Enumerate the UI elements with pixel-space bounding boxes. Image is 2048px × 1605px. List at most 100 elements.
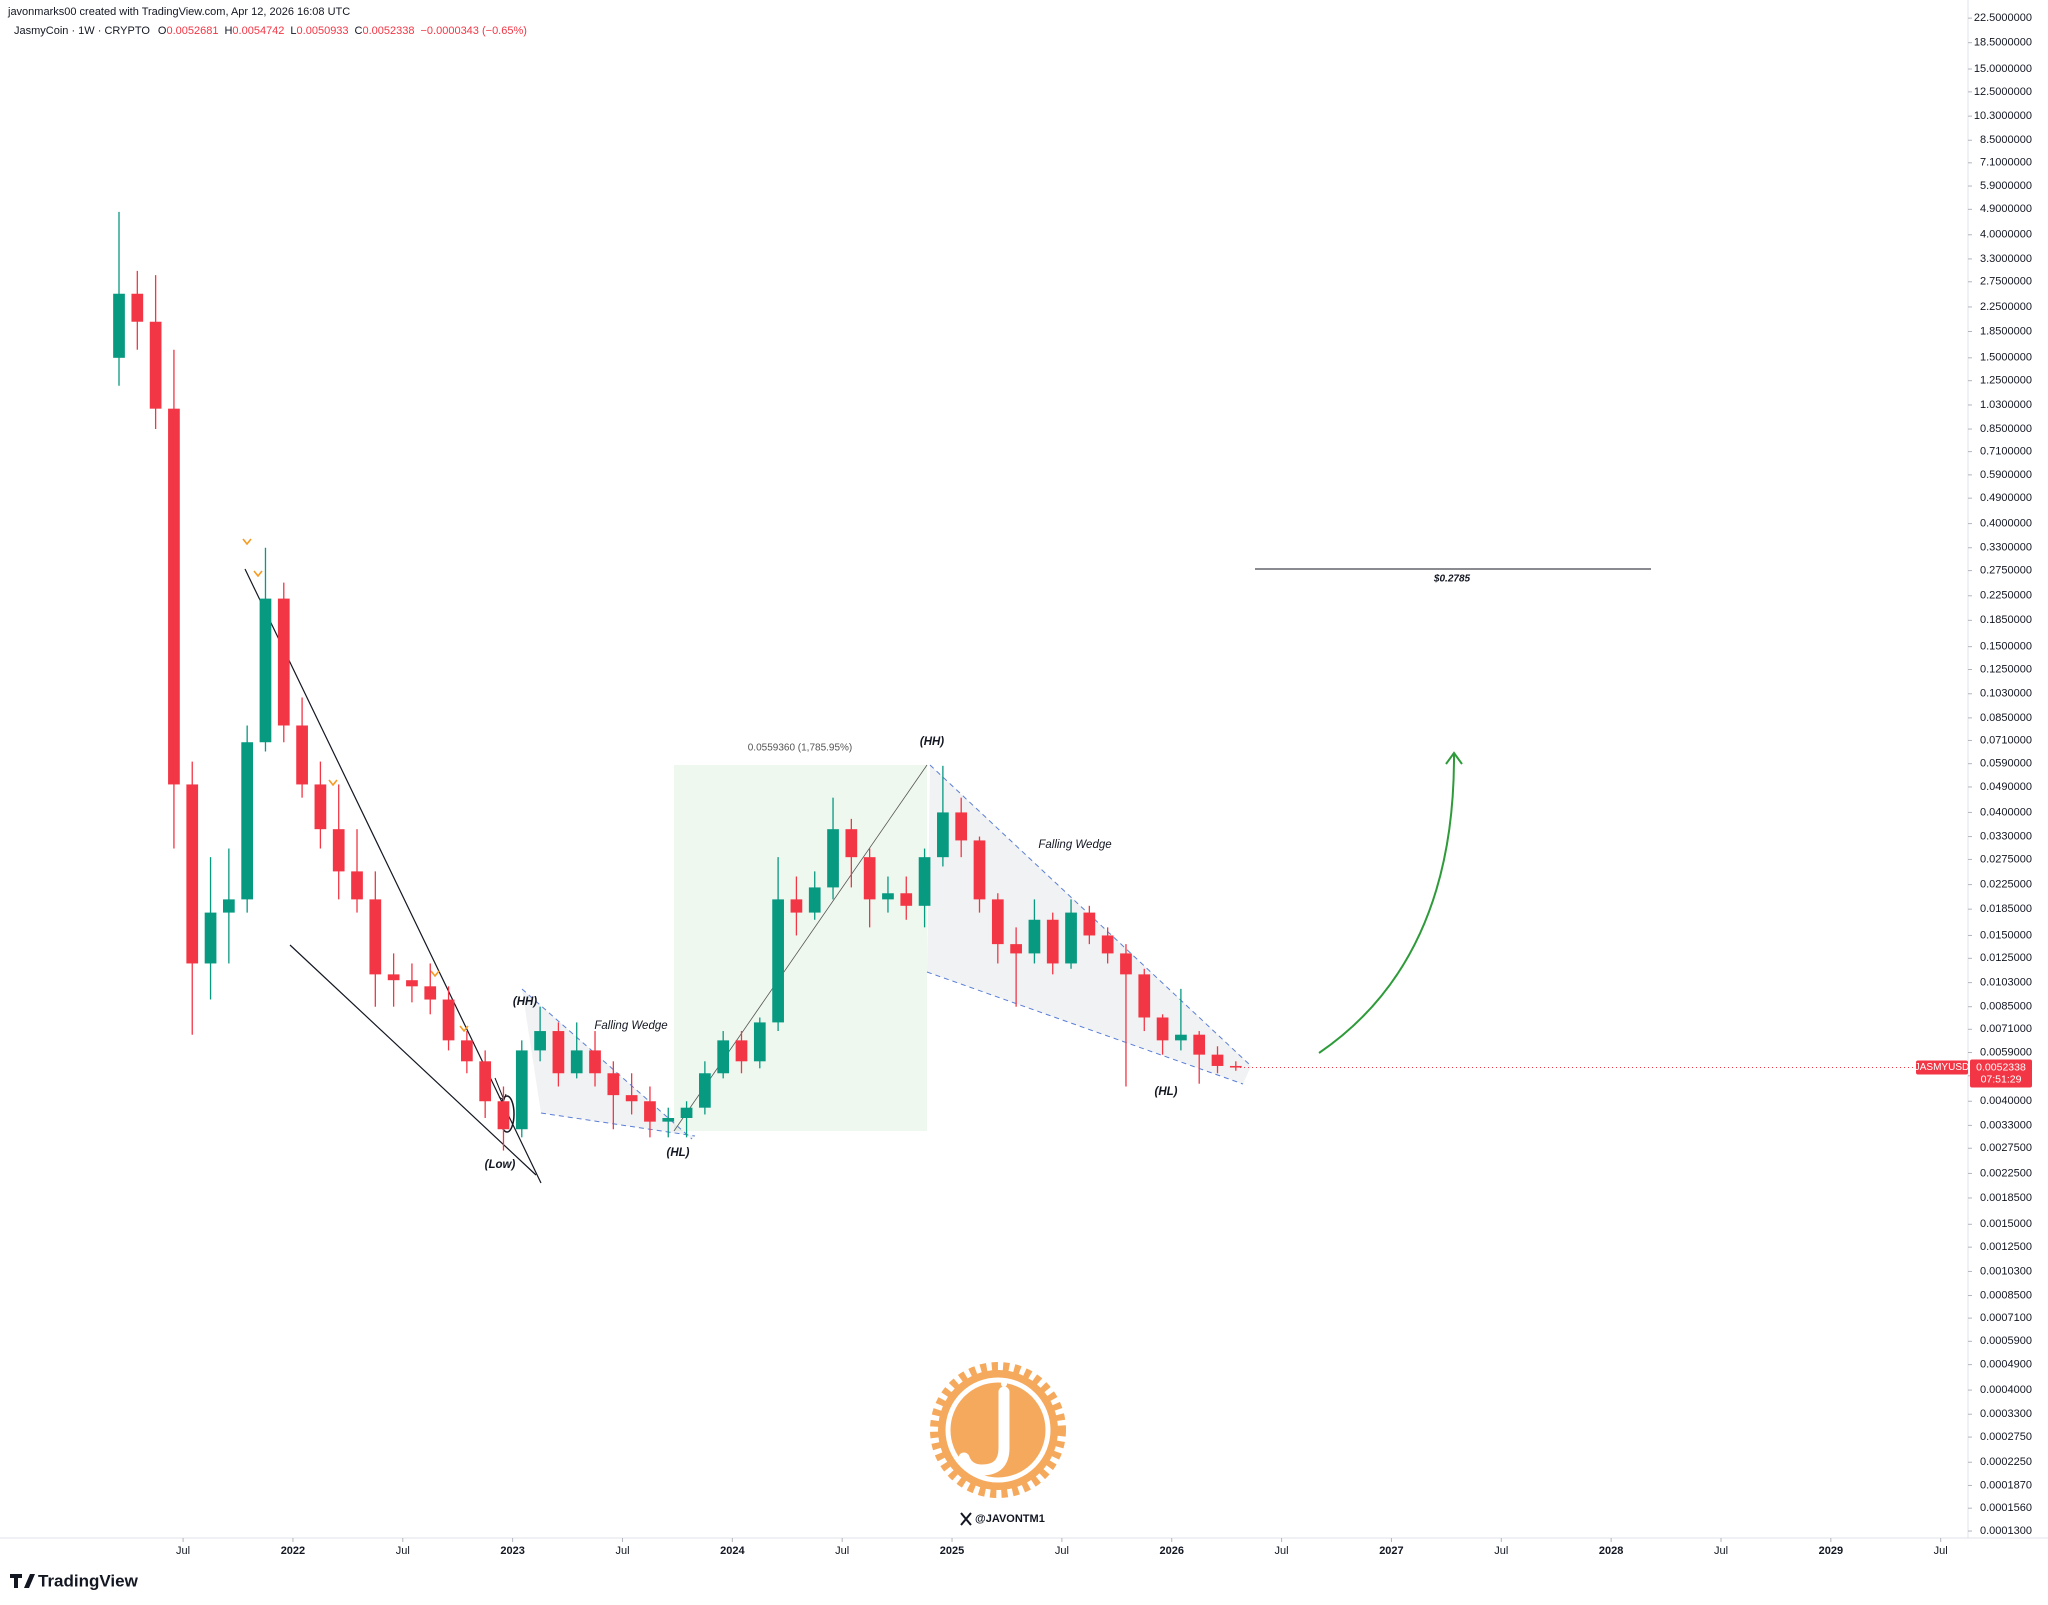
ohlc-key: C xyxy=(355,25,363,37)
x-tick-label: 2023 xyxy=(500,1545,524,1557)
y-tick-label: 0.0490000 xyxy=(1980,781,2032,793)
candle-body xyxy=(1010,944,1022,954)
candle-body xyxy=(937,812,949,858)
annotation: (HL) xyxy=(1155,1086,1178,1098)
countdown: 07:51:29 xyxy=(1981,1073,2022,1085)
measure-line xyxy=(673,764,928,1132)
candle-body xyxy=(387,974,400,981)
candle-body xyxy=(149,321,162,409)
annotation: (HH) xyxy=(920,736,944,748)
candle-body xyxy=(863,857,876,900)
symbol-tag: JASMYUSD xyxy=(1915,1062,1969,1073)
candle-body xyxy=(607,1073,620,1096)
watermark-handle: @JAVONTM1 xyxy=(975,1513,1045,1525)
candle-body xyxy=(497,1101,510,1130)
y-tick-label: 0.0071000 xyxy=(1980,1023,2032,1035)
candle-body xyxy=(1028,919,1041,954)
y-tick-label: 0.0001870 xyxy=(1980,1479,2032,1491)
annotation: (Low) xyxy=(485,1159,516,1171)
y-tick-label: 0.1030000 xyxy=(1980,688,2032,700)
ohlc-key: O xyxy=(158,25,167,37)
wedge-line xyxy=(521,988,693,1140)
symbol-legend: JasmyCoin · 1W · CRYPTO O0.0052681 H0.0054… xyxy=(14,25,527,37)
price-tag-bg xyxy=(1970,1059,2032,1088)
y-tick-label: 0.7100000 xyxy=(1980,446,2032,458)
candle-body xyxy=(1101,935,1114,954)
candle-body xyxy=(552,1031,565,1074)
y-tick-label: 0.0002250 xyxy=(1980,1456,2032,1468)
x-tick-label: Jul xyxy=(176,1545,190,1557)
annotation: Falling Wedge xyxy=(594,1020,667,1032)
x-tick-label: 2028 xyxy=(1599,1545,1623,1557)
y-tick-label: 0.0103000 xyxy=(1980,977,2032,989)
candle-body xyxy=(369,899,382,975)
candle-body xyxy=(424,986,437,1000)
y-tick-label: 0.0010300 xyxy=(1980,1265,2032,1277)
x-tick-label: Jul xyxy=(615,1545,629,1557)
candle-body xyxy=(570,1050,583,1074)
candle-body xyxy=(827,829,839,888)
coin-logo xyxy=(930,1362,1066,1498)
candle-body xyxy=(717,1040,730,1074)
candle-body xyxy=(845,829,858,858)
x-tick-label: 2027 xyxy=(1379,1545,1403,1557)
y-tick-label: 7.1000000 xyxy=(1980,157,2032,169)
candle-body xyxy=(296,725,308,785)
candle-body xyxy=(882,893,894,900)
y-tick-label: 0.0275000 xyxy=(1980,853,2032,865)
symbol: JasmyCoin · 1W · CRYPTO xyxy=(14,25,150,37)
ohlc-value: 0.0054742 xyxy=(232,25,284,37)
y-tick-label: 0.2250000 xyxy=(1980,590,2032,602)
brand-icon xyxy=(10,1574,35,1588)
annotation: (HL) xyxy=(667,1147,690,1159)
y-tick-label: 0.0400000 xyxy=(1980,806,2032,818)
annotation: (HH) xyxy=(513,996,537,1008)
y-tick-label: 5.9000000 xyxy=(1980,180,2032,192)
candle-body xyxy=(515,1050,528,1130)
wedge-line xyxy=(926,971,1244,1085)
y-tick-label: 0.4900000 xyxy=(1980,492,2032,504)
y-tick-label: 0.3300000 xyxy=(1980,542,2032,554)
candle-body xyxy=(186,784,199,964)
y-tick-label: 0.0590000 xyxy=(1980,758,2032,770)
ohlc-value: 0.0050933 xyxy=(297,25,349,37)
y-tick-label: 0.0001300 xyxy=(1980,1525,2032,1537)
y-tick-label: 0.0003300 xyxy=(1980,1408,2032,1420)
y-tick-label: 0.0085000 xyxy=(1980,1001,2032,1013)
x-logo xyxy=(960,1512,972,1526)
candle-body xyxy=(790,899,803,913)
candle-body xyxy=(735,1040,748,1062)
x-tick-label: Jul xyxy=(1275,1545,1289,1557)
y-tick-label: 0.5900000 xyxy=(1980,469,2032,481)
y-tick-label: 18.5000000 xyxy=(1974,37,2032,49)
y-tick-label: 10.3000000 xyxy=(1974,110,2032,122)
y-tick-label: 3.3000000 xyxy=(1980,253,2032,265)
y-tick-label: 1.5000000 xyxy=(1980,352,2032,364)
y-tick-label: 0.2750000 xyxy=(1980,565,2032,577)
candle-body xyxy=(406,980,418,987)
y-tick-label: 0.0027500 xyxy=(1980,1142,2032,1154)
candle-body xyxy=(1065,912,1077,964)
y-tick-label: 0.1500000 xyxy=(1980,641,2032,653)
y-tick-label: 0.1250000 xyxy=(1980,663,2032,675)
candle-body xyxy=(332,829,345,872)
candle-body xyxy=(204,912,217,964)
y-tick-label: 0.0330000 xyxy=(1980,830,2032,842)
y-tick-label: 22.5000000 xyxy=(1974,12,2032,24)
y-tick-label: 1.0300000 xyxy=(1980,399,2032,411)
y-tick-label: 1.2500000 xyxy=(1980,375,2032,387)
y-tick-label: 0.0225000 xyxy=(1980,879,2032,891)
x-tick-label: Jul xyxy=(1714,1545,1728,1557)
candle-body xyxy=(808,887,821,913)
y-tick-label: 0.0004900 xyxy=(1980,1359,2032,1371)
candle-body xyxy=(662,1118,675,1122)
candle-body xyxy=(1156,1017,1169,1041)
x-tick-label: 2026 xyxy=(1159,1545,1183,1557)
x-tick-label: 2025 xyxy=(940,1545,964,1557)
candle-body xyxy=(1120,953,1132,975)
candle-body xyxy=(277,598,290,726)
x-tick-label: Jul xyxy=(396,1545,410,1557)
wedge-fill xyxy=(522,989,695,1139)
candle-body xyxy=(1138,974,1151,1018)
y-tick-label: 0.0059000 xyxy=(1980,1046,2032,1058)
